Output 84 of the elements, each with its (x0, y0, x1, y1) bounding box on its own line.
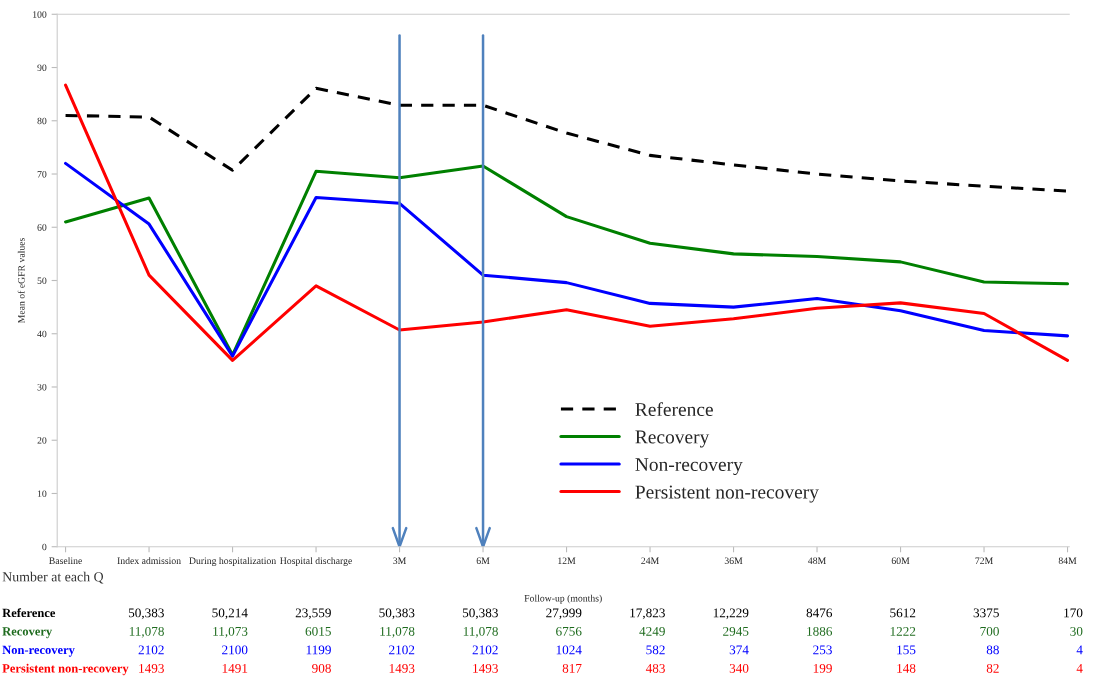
y-tick-label: 40 (37, 330, 47, 338)
text: 4 (1076, 663, 1083, 673)
line-series (64, 83, 1070, 362)
text: 1491 (222, 663, 248, 673)
x-tick-label: 72M (975, 557, 993, 564)
y-tick-label: 20 (37, 437, 47, 444)
text: 50,383 (462, 608, 498, 620)
text: 817 (562, 663, 582, 673)
x-tick-label: 12M (558, 557, 576, 564)
x-tick-label: 3M (393, 557, 407, 564)
text: 2945 (723, 626, 749, 636)
x-tick-label: Hospital discharge (280, 557, 352, 566)
text: 155 (897, 645, 916, 655)
text: 374 (729, 645, 749, 655)
text: 1493 (473, 663, 498, 673)
text: 27,999 (546, 608, 582, 620)
x-tick-label: Index admission (117, 557, 181, 564)
text: 50,214 (212, 608, 248, 620)
text: 2102 (138, 645, 164, 655)
text: 11,078 (380, 626, 415, 638)
text: 1493 (139, 663, 164, 673)
text: 11,078 (129, 626, 164, 638)
legend-label: Non-recovery (635, 458, 743, 476)
y-tick-label: 50 (37, 277, 47, 284)
text: 12,229 (713, 608, 749, 620)
text: 1024 (556, 645, 582, 655)
text: Number at each Q (2, 571, 104, 584)
y-tick-label: 10 (37, 490, 47, 497)
text: 88 (986, 645, 999, 655)
text: 199 (813, 663, 832, 673)
text: 483 (645, 663, 665, 673)
x-tick-label: Baseline (49, 557, 82, 564)
text: 2100 (222, 645, 248, 655)
text: 23,559 (295, 608, 331, 620)
text: 2102 (389, 645, 415, 655)
text: 5612 (890, 608, 916, 618)
y-tick-label: 90 (37, 64, 47, 71)
text: Persistent non-recovery (2, 663, 129, 676)
text: 2102 (472, 645, 498, 655)
text: 340 (729, 663, 749, 673)
x-tick-label: 6M (476, 557, 490, 564)
x-axis-title: Follow-up (months) (524, 594, 602, 604)
x-tick-label: 24M (641, 557, 659, 564)
x-tick-label: 60M (891, 557, 910, 564)
text: 8476 (806, 608, 833, 618)
text: 582 (646, 645, 665, 655)
text: 1493 (389, 663, 415, 673)
text: 50,383 (128, 608, 164, 620)
text: 50,383 (379, 608, 415, 620)
text: 30 (1070, 626, 1083, 636)
x-tick-label: 84M (1058, 557, 1077, 564)
text: Non-recovery (2, 645, 75, 657)
y-tick-label: 60 (37, 224, 47, 231)
text: 1886 (807, 626, 833, 636)
text: 3375 (973, 608, 999, 618)
y-tick-label: 100 (33, 11, 47, 18)
text: 6756 (556, 626, 582, 636)
text: 148 (897, 663, 916, 673)
legend-label: Reference (635, 402, 713, 417)
y-tick-label: 80 (37, 117, 47, 125)
x-tick-label: 48M (808, 557, 826, 564)
text: 6015 (305, 626, 331, 636)
text: 4249 (639, 626, 665, 636)
text: 908 (312, 663, 331, 673)
legend-label: Persistent non-recovery (635, 485, 819, 503)
text: 700 (980, 626, 999, 636)
text: 1199 (306, 645, 331, 655)
y-tick-label: 70 (37, 170, 47, 178)
text: 170 (1064, 608, 1083, 618)
text: 11,073 (213, 626, 248, 638)
text: 4 (1076, 645, 1083, 655)
text: 253 (813, 645, 832, 655)
text: 17,823 (630, 608, 665, 620)
x-tick-label: 36M (724, 557, 743, 564)
legend-label: Recovery (635, 430, 710, 448)
y-tick-label: 0 (42, 543, 47, 551)
text: Reference (2, 608, 56, 618)
text: 11,078 (463, 626, 498, 638)
x-tick-label: During hospitalization (189, 557, 277, 566)
text: 1222 (890, 626, 916, 636)
y-axis-title: Mean of eGFR values (17, 238, 25, 324)
text: Recovery (2, 627, 53, 639)
text: 82 (986, 663, 999, 673)
y-tick-label: 30 (37, 383, 47, 391)
